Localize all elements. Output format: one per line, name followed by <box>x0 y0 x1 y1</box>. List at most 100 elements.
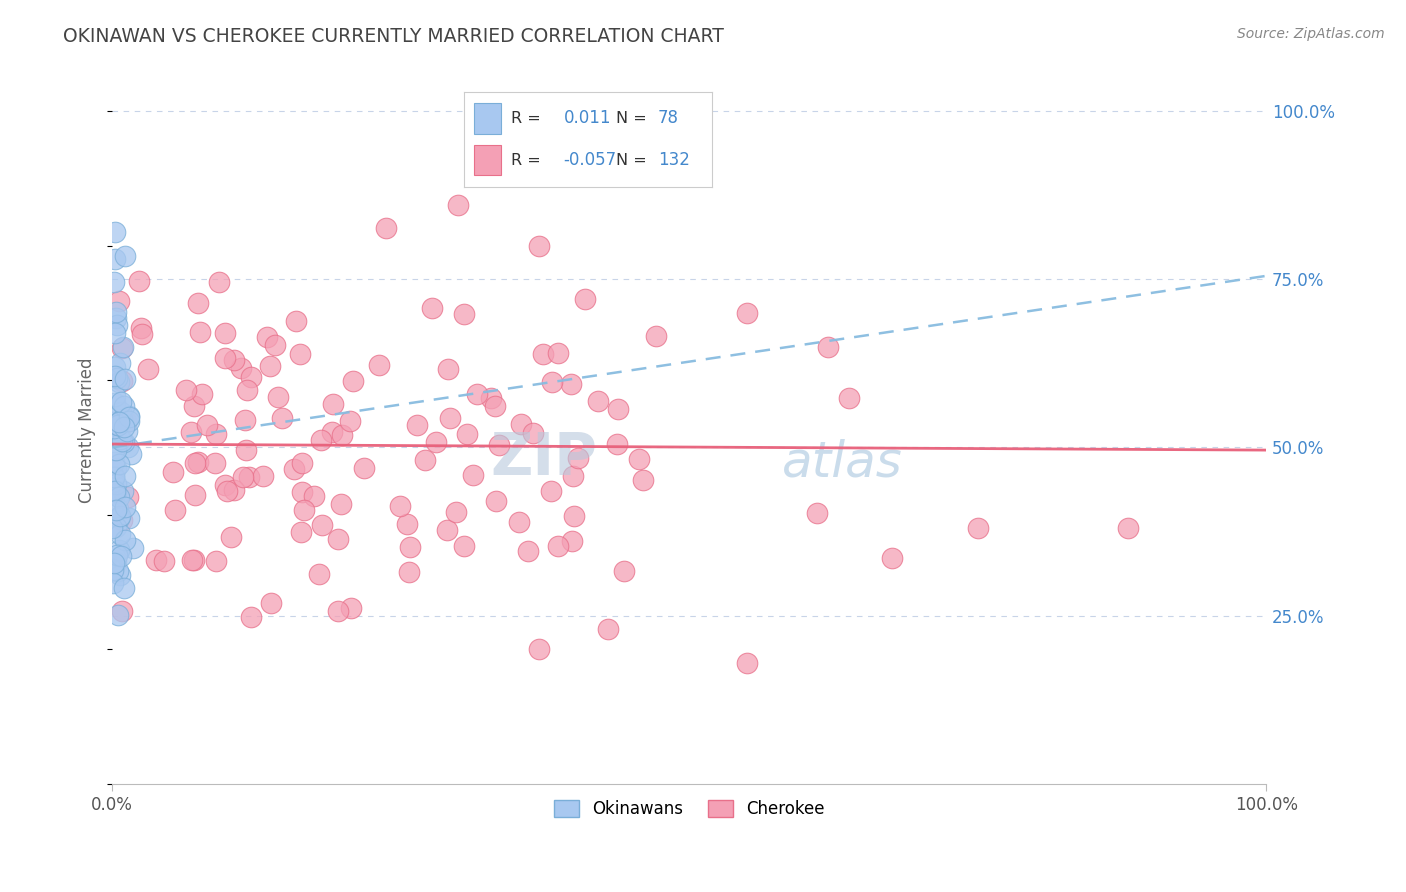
Point <box>114 249 136 263</box>
Point <box>105 485 128 500</box>
Point <box>340 601 363 615</box>
Point <box>204 427 226 442</box>
Point <box>389 499 412 513</box>
Point <box>522 426 544 441</box>
Point <box>115 414 138 428</box>
Point <box>562 508 585 523</box>
Point <box>560 377 582 392</box>
Text: atlas: atlas <box>782 438 903 486</box>
Point <box>339 414 361 428</box>
Point <box>104 443 127 458</box>
Point <box>105 477 128 491</box>
Point <box>239 370 262 384</box>
Point <box>436 523 458 537</box>
Point <box>107 415 129 429</box>
Point <box>627 451 650 466</box>
Point <box>174 383 197 397</box>
Point <box>353 460 375 475</box>
Point <box>607 401 630 416</box>
Point <box>205 554 228 568</box>
Point <box>112 581 135 595</box>
Point <box>183 399 205 413</box>
Point <box>180 425 202 439</box>
Point <box>260 596 283 610</box>
Point <box>485 494 508 508</box>
Point <box>529 238 551 252</box>
Point <box>214 478 236 492</box>
Point <box>111 374 134 388</box>
Point <box>311 518 333 533</box>
Point <box>115 415 138 429</box>
Point <box>215 483 238 498</box>
Point <box>270 410 292 425</box>
Point <box>290 347 312 361</box>
Point <box>321 425 343 439</box>
Point <box>447 198 470 212</box>
Point <box>103 420 125 434</box>
Point <box>136 362 159 376</box>
Point <box>105 548 128 562</box>
Point <box>105 461 128 475</box>
Point <box>103 417 125 432</box>
Point <box>153 554 176 568</box>
Point <box>112 435 135 450</box>
Point <box>966 521 988 535</box>
Point <box>108 356 131 370</box>
Point <box>204 456 226 470</box>
Point <box>118 410 141 425</box>
Point <box>103 276 125 290</box>
Point <box>145 553 167 567</box>
Point <box>413 452 436 467</box>
Point <box>484 399 506 413</box>
Point <box>232 469 254 483</box>
Point <box>103 252 125 266</box>
Y-axis label: Currently Married: Currently Married <box>79 358 96 503</box>
Point <box>117 440 139 454</box>
Point <box>103 475 125 489</box>
Point <box>112 341 135 355</box>
Point <box>187 455 209 469</box>
Point <box>183 552 205 566</box>
Point <box>111 513 134 527</box>
Point <box>285 313 308 327</box>
Point <box>509 417 531 431</box>
Point <box>465 387 488 401</box>
Point <box>267 390 290 404</box>
Point <box>214 351 236 365</box>
Point <box>508 515 530 529</box>
Point <box>613 564 636 578</box>
Point <box>112 484 135 499</box>
Point <box>184 488 207 502</box>
Point <box>488 438 510 452</box>
Point <box>108 432 131 446</box>
Point <box>308 566 330 581</box>
Point <box>104 555 127 569</box>
Point <box>181 552 204 566</box>
Point <box>110 549 132 563</box>
Point <box>396 516 419 531</box>
Point <box>547 539 569 553</box>
Point <box>117 424 139 438</box>
Point <box>111 411 134 425</box>
Point <box>118 511 141 525</box>
Point <box>398 565 420 579</box>
Point <box>420 301 443 315</box>
Point <box>240 610 263 624</box>
Point <box>104 395 127 409</box>
Point <box>104 503 127 517</box>
Point <box>104 487 127 501</box>
Point <box>105 417 128 432</box>
Point <box>219 530 242 544</box>
Point <box>235 442 257 457</box>
Point <box>107 501 129 516</box>
Point <box>104 225 127 239</box>
Point <box>101 521 124 535</box>
Point <box>461 467 484 482</box>
Point <box>184 457 207 471</box>
Point <box>645 328 668 343</box>
Point <box>104 425 127 439</box>
Point <box>110 394 132 409</box>
Point <box>236 383 259 397</box>
Point <box>103 576 125 591</box>
Point <box>128 274 150 288</box>
